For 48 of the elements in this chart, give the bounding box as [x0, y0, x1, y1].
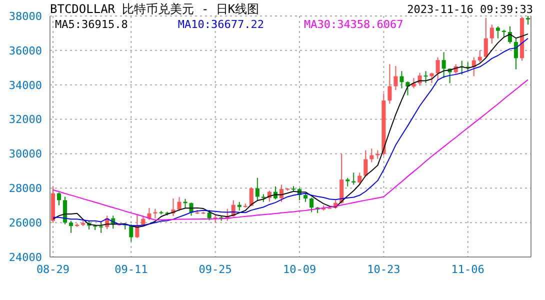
candlestick: [177, 196, 182, 212]
candlestick: [183, 198, 188, 208]
y-tick-label: 30000: [8, 148, 42, 161]
y-tick-label: 26000: [8, 216, 42, 230]
candlestick: [69, 220, 74, 234]
candlestick: [424, 70, 428, 84]
candlestick: [310, 197, 314, 213]
candlestick: [364, 150, 368, 178]
candlestick: [279, 184, 284, 202]
candlestick: [255, 177, 260, 201]
text: MA5:36915.8: [55, 18, 128, 31]
candlestick: [430, 72, 434, 84]
y-tick-label: 32000: [8, 113, 42, 126]
x-tick-label: 09-11: [114, 262, 148, 276]
candlestick: [358, 172, 362, 186]
candlestick: [153, 208, 158, 219]
candlestick: [478, 50, 482, 63]
line-series: [52, 79, 528, 220]
text: MA10:36677.22: [178, 18, 264, 31]
candlestick: [129, 224, 134, 242]
candlestick: [418, 72, 422, 86]
y-tick-label: 36000: [8, 44, 42, 58]
y-tick-label: 28000: [8, 182, 42, 196]
candlestick: [442, 52, 446, 78]
candlestick: [388, 64, 392, 104]
y-tick-label: 34000: [8, 78, 42, 92]
candlestick: [490, 24, 494, 44]
x-tick-label: 10-23: [367, 262, 400, 276]
candlestick: [496, 26, 500, 39]
candlestick: [63, 196, 68, 225]
y-tick-label: 24000: [8, 250, 42, 264]
candlestick: [514, 38, 518, 70]
candlestick: [436, 56, 440, 80]
candlestick: [99, 222, 104, 234]
candlestick: [207, 210, 212, 221]
text: MA30:34358.6067: [304, 18, 404, 31]
x-tick-label: 10-09: [282, 262, 316, 276]
candlestick: [394, 65, 398, 91]
candlestick: [400, 70, 404, 89]
chart-subtitle: 2023-11-16 09:39:33: [407, 3, 533, 16]
candlestick: [484, 17, 488, 58]
chart-title: BTCDOLLAR 比特币兑美元 - 日K线图: [50, 1, 260, 18]
candlestick: [340, 153, 344, 204]
x-tick-label: 08-29: [36, 262, 70, 276]
y-tick-label: 38000: [8, 10, 42, 23]
candlestick: [57, 192, 62, 206]
x-tick-label: 09-25: [198, 262, 232, 276]
x-tick-label: 11-06: [451, 262, 484, 276]
